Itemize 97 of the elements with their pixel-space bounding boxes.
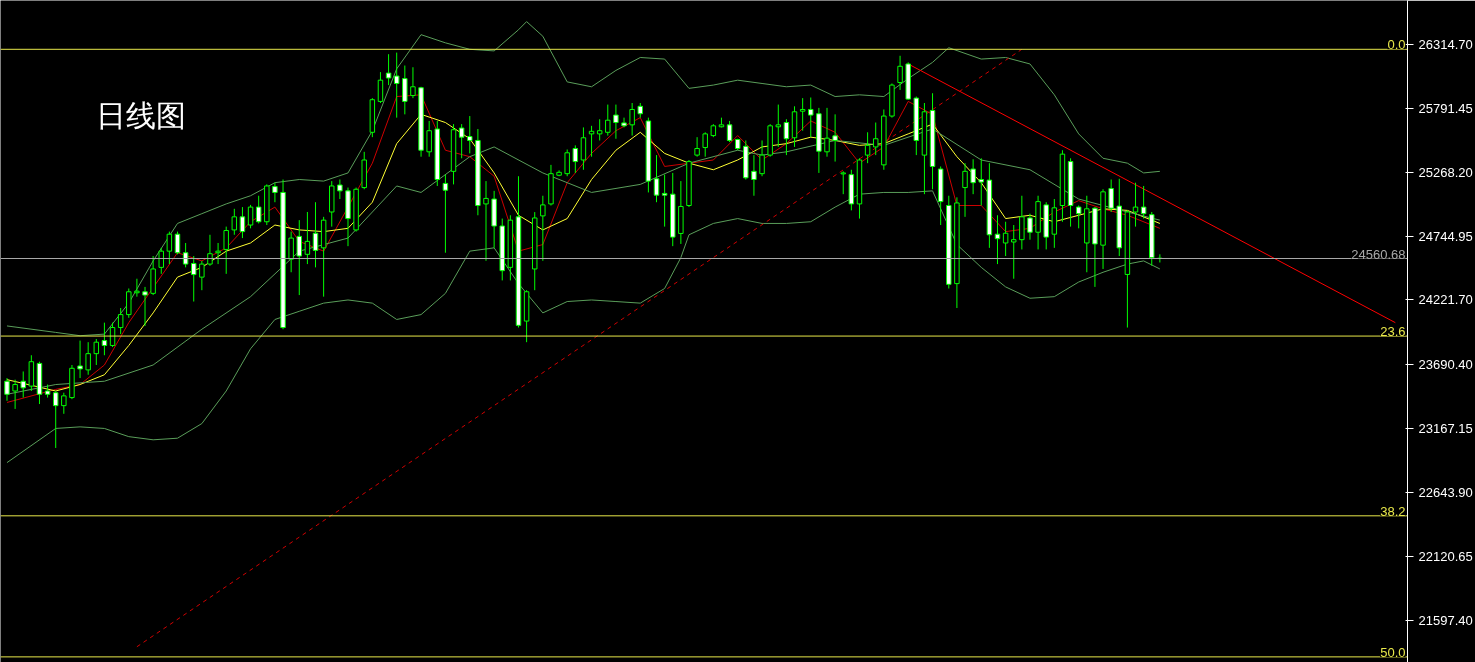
candlestick — [85, 341, 91, 376]
y-tick-label: 25268.20 — [1418, 164, 1473, 180]
y-tick-label: 25791.45 — [1418, 100, 1473, 116]
candlestick — [239, 206, 246, 239]
y-tick-label: 22643.90 — [1418, 484, 1473, 500]
candlestick — [410, 66, 416, 99]
candlestick — [799, 97, 806, 132]
candlestick — [126, 287, 132, 319]
candlestick — [402, 65, 408, 115]
candlestick — [605, 104, 611, 137]
candlestick — [117, 307, 124, 335]
candlestick — [694, 136, 700, 158]
annotation: 38.2 — [1380, 503, 1406, 519]
candlestick — [52, 390, 59, 449]
candlestick — [93, 338, 100, 366]
line-series — [6, 21, 1161, 337]
line-series — [6, 190, 1161, 464]
candlestick — [166, 231, 173, 265]
candlestick — [4, 377, 10, 402]
candlestick — [1027, 213, 1033, 241]
candlestick — [393, 52, 400, 119]
candlestick — [288, 231, 294, 273]
candlestick — [572, 144, 579, 174]
candlestick — [215, 242, 221, 265]
candlestick — [255, 195, 262, 224]
candlestick — [751, 154, 757, 197]
candlestick — [1019, 195, 1025, 250]
candlestick — [832, 113, 838, 163]
candlestick — [783, 118, 790, 156]
y-tick-label: 21597.40 — [1418, 612, 1473, 628]
candlestick — [61, 392, 67, 415]
candlestick — [134, 278, 140, 298]
candlestick — [864, 131, 871, 164]
candlestick — [296, 219, 303, 296]
y-tick-label: 23690.40 — [1418, 357, 1473, 373]
candlestick — [872, 122, 879, 156]
y-tick-label: 22120.65 — [1418, 548, 1473, 564]
candlestick — [978, 157, 984, 207]
candlestick — [385, 53, 392, 86]
candlestick — [962, 162, 968, 218]
candlestick — [1108, 179, 1114, 213]
text: 日线图 — [95, 98, 186, 133]
candlestick — [580, 126, 587, 171]
candlestick — [272, 182, 278, 203]
candlestick — [247, 204, 254, 229]
candlestick — [1132, 182, 1139, 228]
candlestick — [231, 208, 238, 236]
candlestick — [20, 370, 26, 399]
y-tick-label: 24221.70 — [1418, 292, 1473, 308]
candlestick — [191, 255, 197, 303]
y-tick-label: 24744.95 — [1418, 228, 1473, 244]
candlestick — [174, 231, 181, 255]
candlestick — [12, 379, 18, 410]
candlestick — [142, 286, 148, 327]
candlestick — [808, 97, 814, 138]
candlestick — [182, 242, 189, 268]
candlestick — [540, 195, 546, 262]
candlestick — [337, 179, 343, 200]
candlestick — [564, 149, 570, 177]
candlestick — [1140, 185, 1147, 220]
y-tick-label: 23167.15 — [1418, 421, 1473, 437]
annotation: 0.0 — [1387, 37, 1406, 53]
candlestick — [77, 340, 83, 379]
candlestick — [442, 174, 449, 254]
candlestick — [596, 118, 603, 141]
candlestick — [702, 131, 708, 158]
ref-line-label: 24560.68 — [1351, 246, 1406, 262]
candlestick — [726, 120, 733, 143]
candlestick — [621, 117, 627, 128]
annotation: 23.6 — [1380, 324, 1406, 340]
candlestick — [824, 107, 830, 158]
candlestick — [312, 201, 319, 268]
candlestick — [207, 234, 213, 267]
candlestick — [897, 55, 903, 91]
candlestick — [223, 226, 229, 275]
candlestick — [840, 170, 846, 195]
candlestick — [458, 123, 465, 159]
candlestick — [653, 154, 660, 203]
annotation: 50.0 — [1380, 644, 1406, 660]
candlestick — [629, 102, 635, 137]
candlestick — [483, 180, 489, 262]
candlestick — [199, 260, 205, 291]
candlestick — [613, 104, 619, 140]
candlestick — [661, 174, 668, 228]
candlestick — [467, 115, 473, 154]
candlestick — [588, 125, 595, 158]
candlestick — [426, 120, 432, 158]
candlestick — [775, 104, 782, 148]
candlestick — [304, 211, 311, 265]
candlestick — [1002, 221, 1009, 257]
candlestick — [377, 71, 384, 104]
candlestick — [158, 247, 164, 275]
y-tick-label: 26314.70 — [1418, 36, 1473, 52]
candlestick — [970, 158, 976, 195]
candlestick — [759, 139, 765, 177]
candlestick — [101, 322, 108, 356]
candlestick — [1011, 224, 1017, 280]
